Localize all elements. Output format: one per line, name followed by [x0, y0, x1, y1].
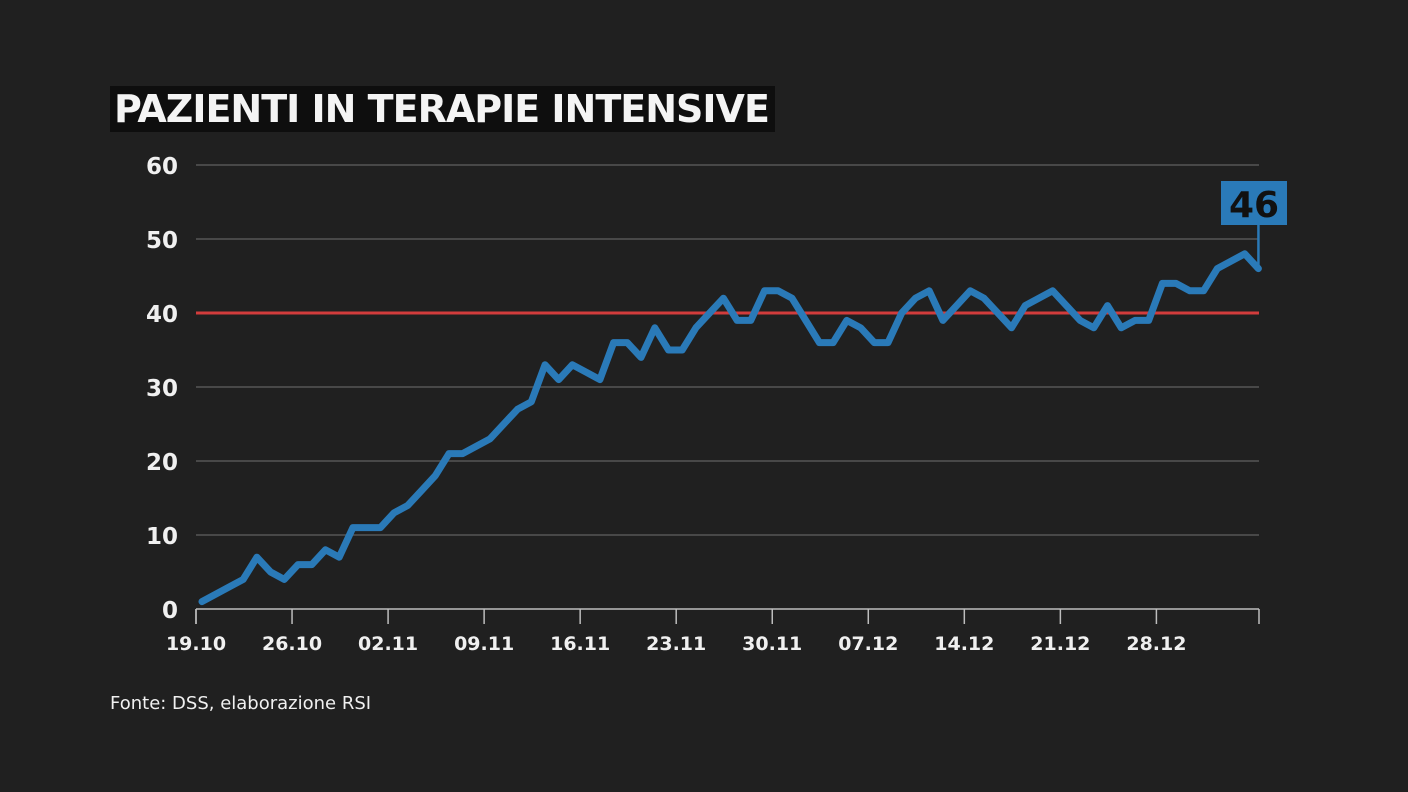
y-tick-label: 20 [146, 450, 178, 476]
source-note: Fonte: DSS, elaborazione RSI [110, 693, 372, 714]
y-tick-label: 50 [146, 228, 178, 254]
y-tick-label: 30 [146, 376, 178, 402]
series-line [198, 250, 1262, 606]
x-tick-label: 19.10 [166, 633, 226, 655]
chart-title: PAZIENTI IN TERAPIE INTENSIVE [114, 87, 770, 131]
y-tick-label: 60 [146, 154, 178, 180]
x-tick-label: 30.11 [742, 633, 802, 655]
x-tick-label: 21.12 [1030, 633, 1090, 655]
x-tick-label: 07.12 [838, 633, 898, 655]
x-tick-label: 02.11 [358, 633, 418, 655]
last-value-box [1221, 181, 1287, 225]
y-tick-label: 10 [146, 524, 178, 550]
y-tick-label: 40 [146, 302, 178, 328]
last-value-label: 46 [1229, 185, 1279, 226]
x-tick-label: 14.12 [934, 633, 994, 655]
x-tick-label: 09.11 [454, 633, 514, 655]
chart-title-box: PAZIENTI IN TERAPIE INTENSIVE [110, 86, 775, 132]
y-tick-label: 0 [162, 598, 178, 624]
x-tick-label: 16.11 [550, 633, 610, 655]
x-tick-label: 28.12 [1126, 633, 1186, 655]
x-tick-label: 23.11 [646, 633, 706, 655]
x-tick-label: 26.10 [262, 633, 322, 655]
